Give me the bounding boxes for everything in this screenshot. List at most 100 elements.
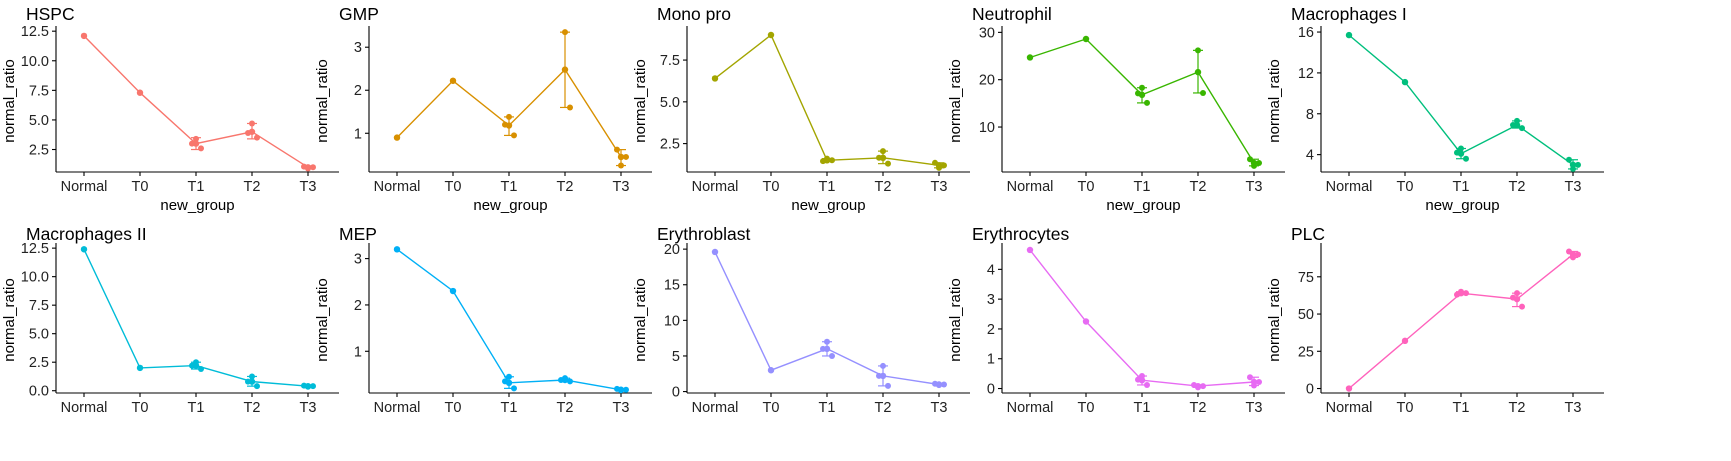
data-point xyxy=(1570,254,1576,261)
series-line xyxy=(1348,34,1574,166)
data-point xyxy=(1247,156,1253,163)
data-point xyxy=(254,134,260,141)
chart-title: Erythrocytes xyxy=(972,224,1069,244)
x-tick-label: T2 xyxy=(1509,179,1526,195)
y-axis-title: normal_ratio xyxy=(1,59,18,142)
chart-panel-mep: MEP 1 2 3 Normal T0 T1 T2 T3 normal_ratio xyxy=(314,224,652,416)
y-tick-label: 5 xyxy=(672,349,680,365)
data-point xyxy=(1510,122,1516,129)
x-tick-label: T1 xyxy=(1134,179,1151,195)
x-tick-label: T1 xyxy=(1453,179,1470,195)
data-point xyxy=(137,89,143,96)
y-tick-label: 10.0 xyxy=(21,54,49,70)
data-point xyxy=(1570,165,1576,172)
x-tick-label: Normal xyxy=(374,179,421,195)
x-axis-title: new_group xyxy=(473,197,547,214)
chart-title: Macrophages II xyxy=(26,224,147,244)
data-point xyxy=(1510,294,1516,301)
data-point xyxy=(880,148,886,155)
x-tick-label: T3 xyxy=(613,400,630,416)
data-point xyxy=(394,134,400,141)
chart-panel-macrophages-ii: Macrophages II 0.0 2.5 5.0 7.5 10.0 12.5 Normal… xyxy=(1,224,339,416)
data-point xyxy=(1191,381,1197,388)
x-tick-label: T2 xyxy=(244,400,261,416)
x-tick-label: T2 xyxy=(557,400,574,416)
y-tick-label: 20 xyxy=(664,242,680,258)
x-tick-label: T0 xyxy=(763,400,780,416)
series-line xyxy=(396,68,622,158)
y-tick-label: 1 xyxy=(354,126,362,142)
x-tick-label: Normal xyxy=(374,400,421,416)
y-tick-label: 0 xyxy=(987,382,995,398)
x-tick-label: T0 xyxy=(445,179,462,195)
data-point xyxy=(1402,337,1408,344)
data-point xyxy=(81,246,87,253)
data-point xyxy=(1566,248,1572,255)
data-point xyxy=(450,77,456,84)
data-point xyxy=(506,373,512,380)
data-point xyxy=(394,246,400,253)
data-point xyxy=(829,157,835,164)
x-tick-label: T0 xyxy=(1078,400,1095,416)
chart-title: MEP xyxy=(339,224,377,244)
y-axis-title: normal_ratio xyxy=(632,59,649,142)
data-point xyxy=(1566,156,1572,163)
y-tick-label: 7.5 xyxy=(660,53,680,69)
x-tick-label: T1 xyxy=(1134,400,1151,416)
data-point xyxy=(932,380,938,387)
chart-title: HSPC xyxy=(26,4,75,24)
y-tick-label: 25 xyxy=(1298,344,1314,360)
data-point xyxy=(198,145,204,152)
y-axis-title: normal_ratio xyxy=(632,278,649,361)
data-point xyxy=(1346,32,1352,39)
data-point xyxy=(301,163,307,170)
chart-panel-plc: PLC 0 25 50 75 Normal T0 T1 T2 T3 normal_ratio xyxy=(1266,224,1604,416)
series-line xyxy=(714,33,940,166)
data-point xyxy=(1575,251,1581,258)
y-tick-label: 4 xyxy=(987,262,995,278)
y-tick-label: 12 xyxy=(1298,66,1314,82)
data-point xyxy=(1027,246,1033,253)
y-tick-label: 30 xyxy=(979,25,995,41)
x-tick-label: Normal xyxy=(61,400,108,416)
x-tick-label: T3 xyxy=(1246,179,1263,195)
x-tick-label: T1 xyxy=(819,400,836,416)
data-point xyxy=(1247,374,1253,381)
data-point xyxy=(1454,149,1460,156)
data-point xyxy=(1454,291,1460,298)
y-tick-label: 75 xyxy=(1298,270,1314,286)
x-tick-label: T2 xyxy=(875,179,892,195)
data-point xyxy=(1083,35,1089,42)
y-tick-label: 7.5 xyxy=(29,83,49,99)
x-tick-label: T1 xyxy=(188,179,205,195)
y-tick-label: 3 xyxy=(354,252,362,268)
y-tick-label: 2.5 xyxy=(29,143,49,159)
data-point xyxy=(712,75,718,82)
y-tick-label: 15 xyxy=(664,278,680,294)
data-point xyxy=(820,158,826,165)
x-tick-label: T3 xyxy=(1565,179,1582,195)
data-point xyxy=(885,160,891,167)
data-point xyxy=(1200,89,1206,96)
y-axis-title: normal_ratio xyxy=(1266,278,1283,361)
data-point xyxy=(562,29,568,36)
x-tick-label: T3 xyxy=(1565,400,1582,416)
data-point xyxy=(1402,79,1408,86)
x-tick-label: T1 xyxy=(1453,400,1470,416)
y-tick-label: 7.5 xyxy=(29,298,49,314)
data-point xyxy=(502,378,508,385)
data-point xyxy=(310,383,316,390)
x-tick-label: Normal xyxy=(61,179,108,195)
x-tick-label: T0 xyxy=(1397,400,1414,416)
x-tick-label: T0 xyxy=(445,400,462,416)
y-tick-label: 5.0 xyxy=(29,113,49,129)
chart-title: Neutrophil xyxy=(972,4,1052,24)
x-tick-label: T2 xyxy=(244,179,261,195)
data-point xyxy=(1027,54,1033,61)
data-point xyxy=(193,359,199,366)
data-point xyxy=(1575,161,1581,168)
x-tick-label: Normal xyxy=(692,179,739,195)
data-point xyxy=(310,164,316,171)
data-point xyxy=(1256,160,1262,167)
